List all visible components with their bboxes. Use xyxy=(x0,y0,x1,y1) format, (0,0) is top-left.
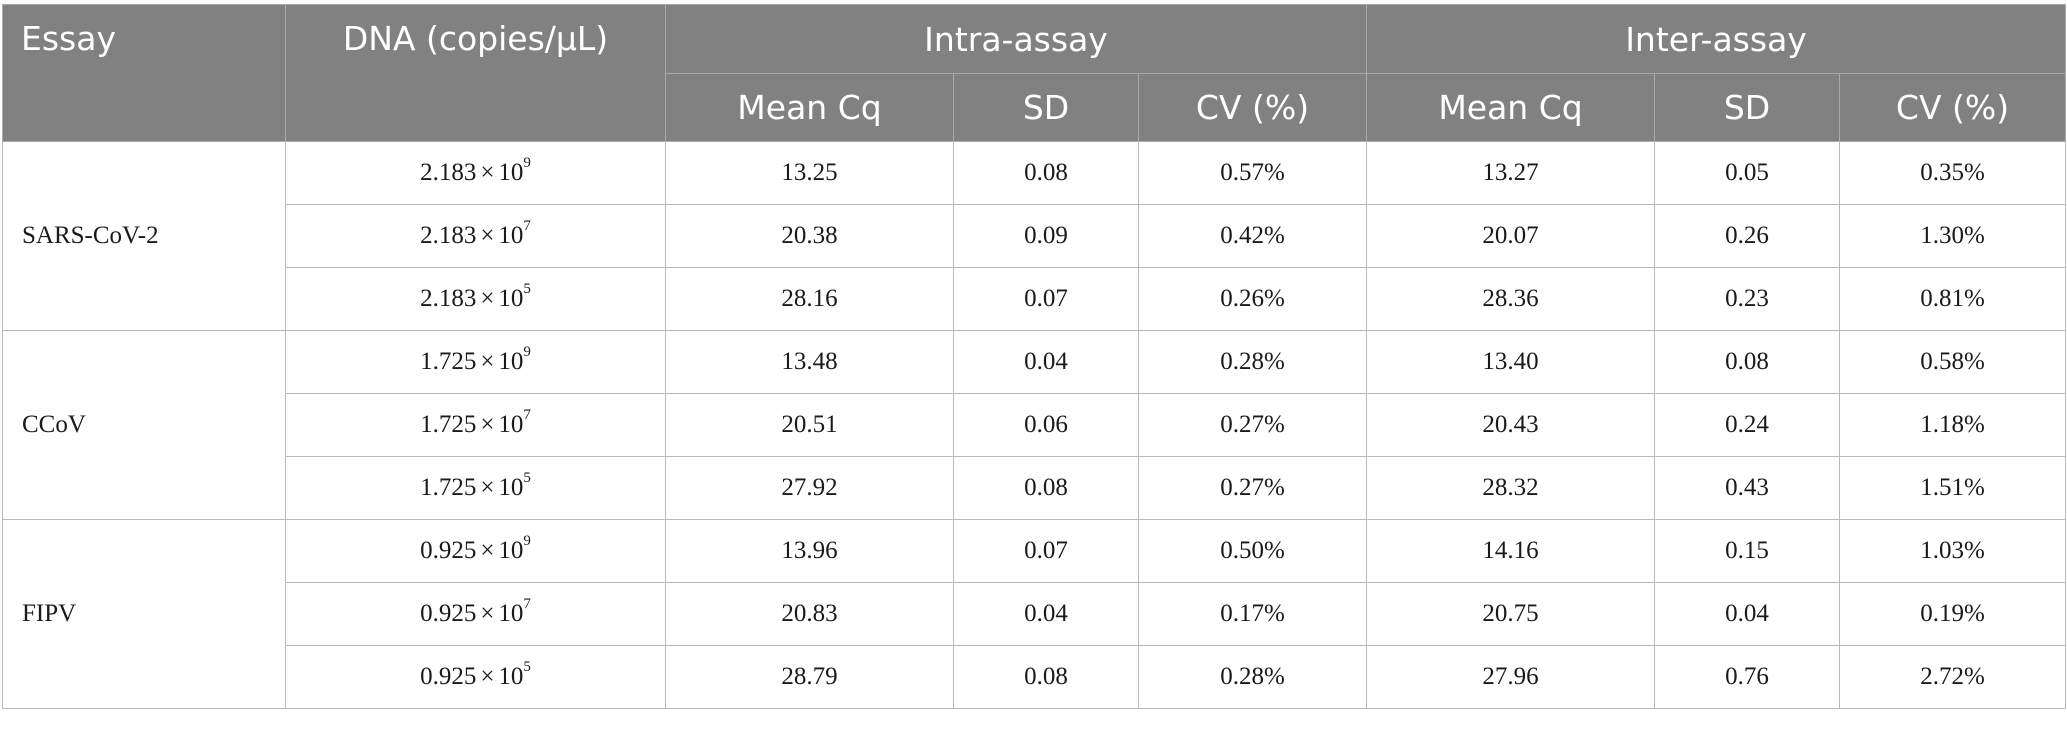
intra-sd-cell: 0.08 xyxy=(953,456,1139,520)
inter-mean-cell: 14.16 xyxy=(1366,519,1656,583)
inter-sd-cell: 0.15 xyxy=(1654,519,1841,583)
intra-mean-cell: 13.48 xyxy=(665,330,954,394)
inter-mean-cell: 13.27 xyxy=(1366,141,1656,205)
intra-sd-cell: 0.04 xyxy=(953,330,1139,394)
table-header: Essay DNA (copies/μL) Intra-assay Inter-… xyxy=(2,4,2067,142)
dna-cell: 2.183 × 105 xyxy=(285,267,666,331)
intra-cv-cell: 0.28% xyxy=(1137,330,1368,394)
inter-mean-cell: 28.36 xyxy=(1366,267,1656,331)
inter-cv-cell: 0.81% xyxy=(1839,267,2067,331)
header-inter-cv: CV (%) xyxy=(1839,73,2067,142)
intra-sd-cell: 0.08 xyxy=(953,645,1139,709)
dna-cell: 1.725 × 107 xyxy=(285,393,666,457)
header-intra-cv: CV (%) xyxy=(1137,73,1368,142)
intra-mean-cell: 28.16 xyxy=(665,267,954,331)
inter-cv-cell: 1.03% xyxy=(1839,519,2067,583)
intra-sd-cell: 0.07 xyxy=(953,519,1139,583)
intra-cv-cell: 0.27% xyxy=(1137,393,1368,457)
inter-cv-cell: 0.35% xyxy=(1839,141,2067,205)
intra-sd-cell: 0.09 xyxy=(953,204,1139,268)
table-row: 2.183 × 107 20.38 0.09 0.42% 20.07 0.26 1.… xyxy=(3,204,2067,268)
table-row: CCoV 1.725 × 109 13.48 0.04 0.28% 13.40 0.… xyxy=(2,330,2067,520)
intra-sd-cell: 0.08 xyxy=(953,141,1139,205)
intra-cv-cell: 0.26% xyxy=(1137,267,1368,331)
dna-cell: 1.725 × 105 xyxy=(285,456,666,520)
dna-cell: 1.725 × 109 xyxy=(285,330,666,394)
header-inter-mean-cq: Mean Cq xyxy=(1366,73,1656,142)
table-row: 0.925 × 107 20.83 0.04 0.17% 20.75 0.04 0.… xyxy=(3,582,2067,646)
intra-mean-cell: 13.96 xyxy=(665,519,954,583)
header-dna: DNA (copies/μL) xyxy=(285,4,666,142)
group-label: CCoV xyxy=(2,330,286,520)
intra-sd-cell: 0.07 xyxy=(953,267,1139,331)
header-intra-assay: Intra-assay xyxy=(664,4,1368,74)
intra-mean-cell: 28.79 xyxy=(665,645,954,709)
inter-cv-cell: 0.19% xyxy=(1839,582,2067,646)
table-body: SARS-CoV-2 2.183 × 109 13.25 0.08 0.57% 13… xyxy=(2,141,2067,709)
dna-cell: 2.183 × 107 xyxy=(285,204,666,268)
intra-mean-cell: 20.51 xyxy=(665,393,954,457)
inter-mean-cell: 20.07 xyxy=(1366,204,1656,268)
inter-sd-cell: 0.05 xyxy=(1654,141,1841,205)
intra-mean-cell: 20.83 xyxy=(665,582,954,646)
inter-mean-cell: 27.96 xyxy=(1366,645,1656,709)
inter-sd-cell: 0.76 xyxy=(1654,645,1841,709)
intra-cv-cell: 0.57% xyxy=(1137,141,1368,205)
intra-cv-cell: 0.17% xyxy=(1137,582,1368,646)
inter-sd-cell: 0.24 xyxy=(1654,393,1841,457)
dna-cell: 0.925 × 107 xyxy=(285,582,666,646)
inter-cv-cell: 0.58% xyxy=(1839,330,2067,394)
table-row: 1.725 × 107 20.51 0.06 0.27% 20.43 0.24 1.… xyxy=(3,393,2067,457)
group-label: SARS-CoV-2 xyxy=(2,141,286,331)
intra-cv-cell: 0.27% xyxy=(1137,456,1368,520)
header-intra-sd: SD xyxy=(953,73,1139,142)
inter-cv-cell: 2.72% xyxy=(1839,645,2067,709)
table-row: 2.183 × 105 28.16 0.07 0.26% 28.36 0.23 0.… xyxy=(3,267,2067,331)
inter-mean-cell: 20.43 xyxy=(1366,393,1656,457)
inter-sd-cell: 0.26 xyxy=(1654,204,1841,268)
inter-mean-cell: 20.75 xyxy=(1366,582,1656,646)
group-label: FIPV xyxy=(2,519,286,709)
header-inter-sd: SD xyxy=(1654,73,1841,142)
header-intra-mean-cq: Mean Cq xyxy=(665,73,954,142)
intra-mean-cell: 13.25 xyxy=(665,141,954,205)
intra-cv-cell: 0.42% xyxy=(1137,204,1368,268)
table-row: SARS-CoV-2 2.183 × 109 13.25 0.08 0.57% 13… xyxy=(2,141,2067,331)
inter-mean-cell: 28.32 xyxy=(1366,456,1656,520)
inter-sd-cell: 0.23 xyxy=(1654,267,1841,331)
inter-sd-cell: 0.43 xyxy=(1654,456,1841,520)
inter-cv-cell: 1.18% xyxy=(1839,393,2067,457)
intra-mean-cell: 20.38 xyxy=(665,204,954,268)
inter-sd-cell: 0.04 xyxy=(1654,582,1841,646)
intra-cv-cell: 0.50% xyxy=(1137,519,1368,583)
table-row: 1.725 × 105 27.92 0.08 0.27% 28.32 0.43 1.… xyxy=(3,456,2067,520)
inter-sd-cell: 0.08 xyxy=(1654,330,1841,394)
dna-cell: 0.925 × 109 xyxy=(285,519,666,583)
intra-cv-cell: 0.28% xyxy=(1137,645,1368,709)
inter-mean-cell: 13.40 xyxy=(1366,330,1656,394)
inter-cv-cell: 1.30% xyxy=(1839,204,2067,268)
intra-sd-cell: 0.06 xyxy=(953,393,1139,457)
table-row: 0.925 × 105 28.79 0.08 0.28% 27.96 0.76 2.… xyxy=(3,645,2067,709)
dna-cell: 2.183 × 109 xyxy=(285,141,666,205)
assay-table: Essay DNA (copies/μL) Intra-assay Inter-… xyxy=(2,4,2067,709)
table-row: FIPV 0.925 × 109 13.96 0.07 0.50% 14.16 0.… xyxy=(2,519,2067,709)
inter-cv-cell: 1.51% xyxy=(1839,456,2067,520)
intra-sd-cell: 0.04 xyxy=(953,582,1139,646)
header-essay: Essay xyxy=(2,4,286,142)
intra-mean-cell: 27.92 xyxy=(665,456,954,520)
dna-cell: 0.925 × 105 xyxy=(285,645,666,709)
header-inter-assay: Inter-assay xyxy=(1366,4,2067,74)
